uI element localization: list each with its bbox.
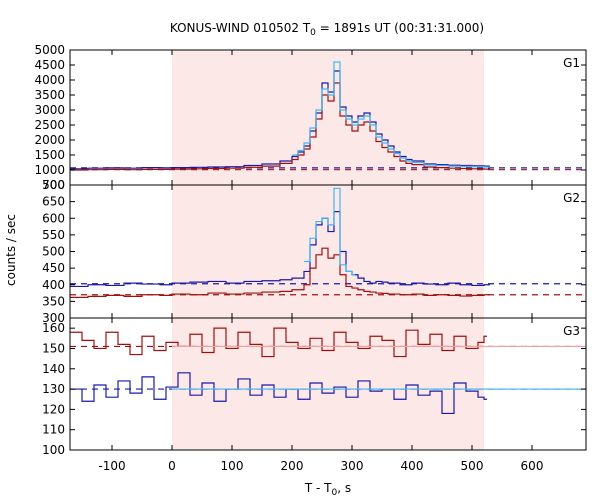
y-axis-title: counts / sec [4,214,18,286]
chart-title-suffix: = 1891s UT (00:31:31.000) [316,21,484,35]
panel-g3: 100 110 120 130 140 150 160 G3 [42,317,587,457]
highlight-region [172,318,484,450]
y-tick-label: 1500 [34,148,65,162]
series-line [70,372,487,415]
panel-g2: 300 350 400 450 500 550 600 650 700 G2 [42,178,587,325]
y-tick-label: 300 [42,311,65,325]
plot-layer: 500100015002000250030003500400045005000G… [34,43,587,473]
series-line [292,61,490,168]
y-tick-label: 1000 [34,163,65,177]
panel-label: G2 [563,191,580,205]
x-axis-title: T - T0, s [304,481,351,498]
series-group [70,61,586,171]
x-tick-label: 400 [401,459,424,473]
y-tick-label: 350 [42,294,65,308]
highlight-region [172,50,484,185]
y-tick-label: 5000 [34,43,65,57]
y-tick-label: 450 [42,261,65,275]
y-tick-label: 500 [42,178,65,192]
y-tick-label: 150 [42,341,65,355]
y-tick-label: 160 [42,321,65,335]
chart-title-subscript: 0 [310,28,316,38]
x-axis-title-subscript: 0 [332,488,338,498]
series-line [70,211,490,288]
x-axis-title-prefix: T - T [304,481,332,495]
y-tick-label: 2000 [34,133,65,147]
x-axis-title-suffix: , s [337,481,351,495]
series-line [304,187,355,276]
x-tick-label: -100 [98,459,125,473]
y-tick-label: 140 [42,362,65,376]
x-tick-label: 200 [281,459,304,473]
panel-label: G1 [563,56,580,70]
series-group [70,187,586,298]
panel-label: G3 [563,324,580,338]
y-tick-label: 2500 [34,118,65,132]
y-tick-label: 110 [42,423,65,437]
chart-title: KONUS-WIND 010502 T0 = 1891s UT (00:31:3… [170,21,484,38]
x-tick-label: 0 [168,459,176,473]
y-tick-label: 4500 [34,58,65,72]
y-tick-label: 3000 [34,103,65,117]
y-tick-label: 550 [42,228,65,242]
x-tick-label: 500 [461,459,484,473]
y-tick-label: 100 [42,443,65,457]
y-tick-label: 4000 [34,73,65,87]
y-tick-label: 3500 [34,88,65,102]
y-tick-label: 120 [42,402,65,416]
y-tick-label: 400 [42,278,65,292]
y-tick-label: 700 [42,178,65,192]
y-tick-label: 650 [42,195,65,209]
y-tick-label: 600 [42,211,65,225]
series-line [70,247,490,298]
x-tick-label: 100 [221,459,244,473]
series-line [70,327,487,358]
y-tick-label: 500 [42,245,65,259]
series-group [70,327,586,415]
panel-frame [69,317,587,451]
y-tick-label: 130 [42,382,65,396]
x-tick-label: 300 [341,459,364,473]
chart-title-prefix: KONUS-WIND 010502 T [170,21,311,35]
x-tick-label: 600 [521,459,544,473]
